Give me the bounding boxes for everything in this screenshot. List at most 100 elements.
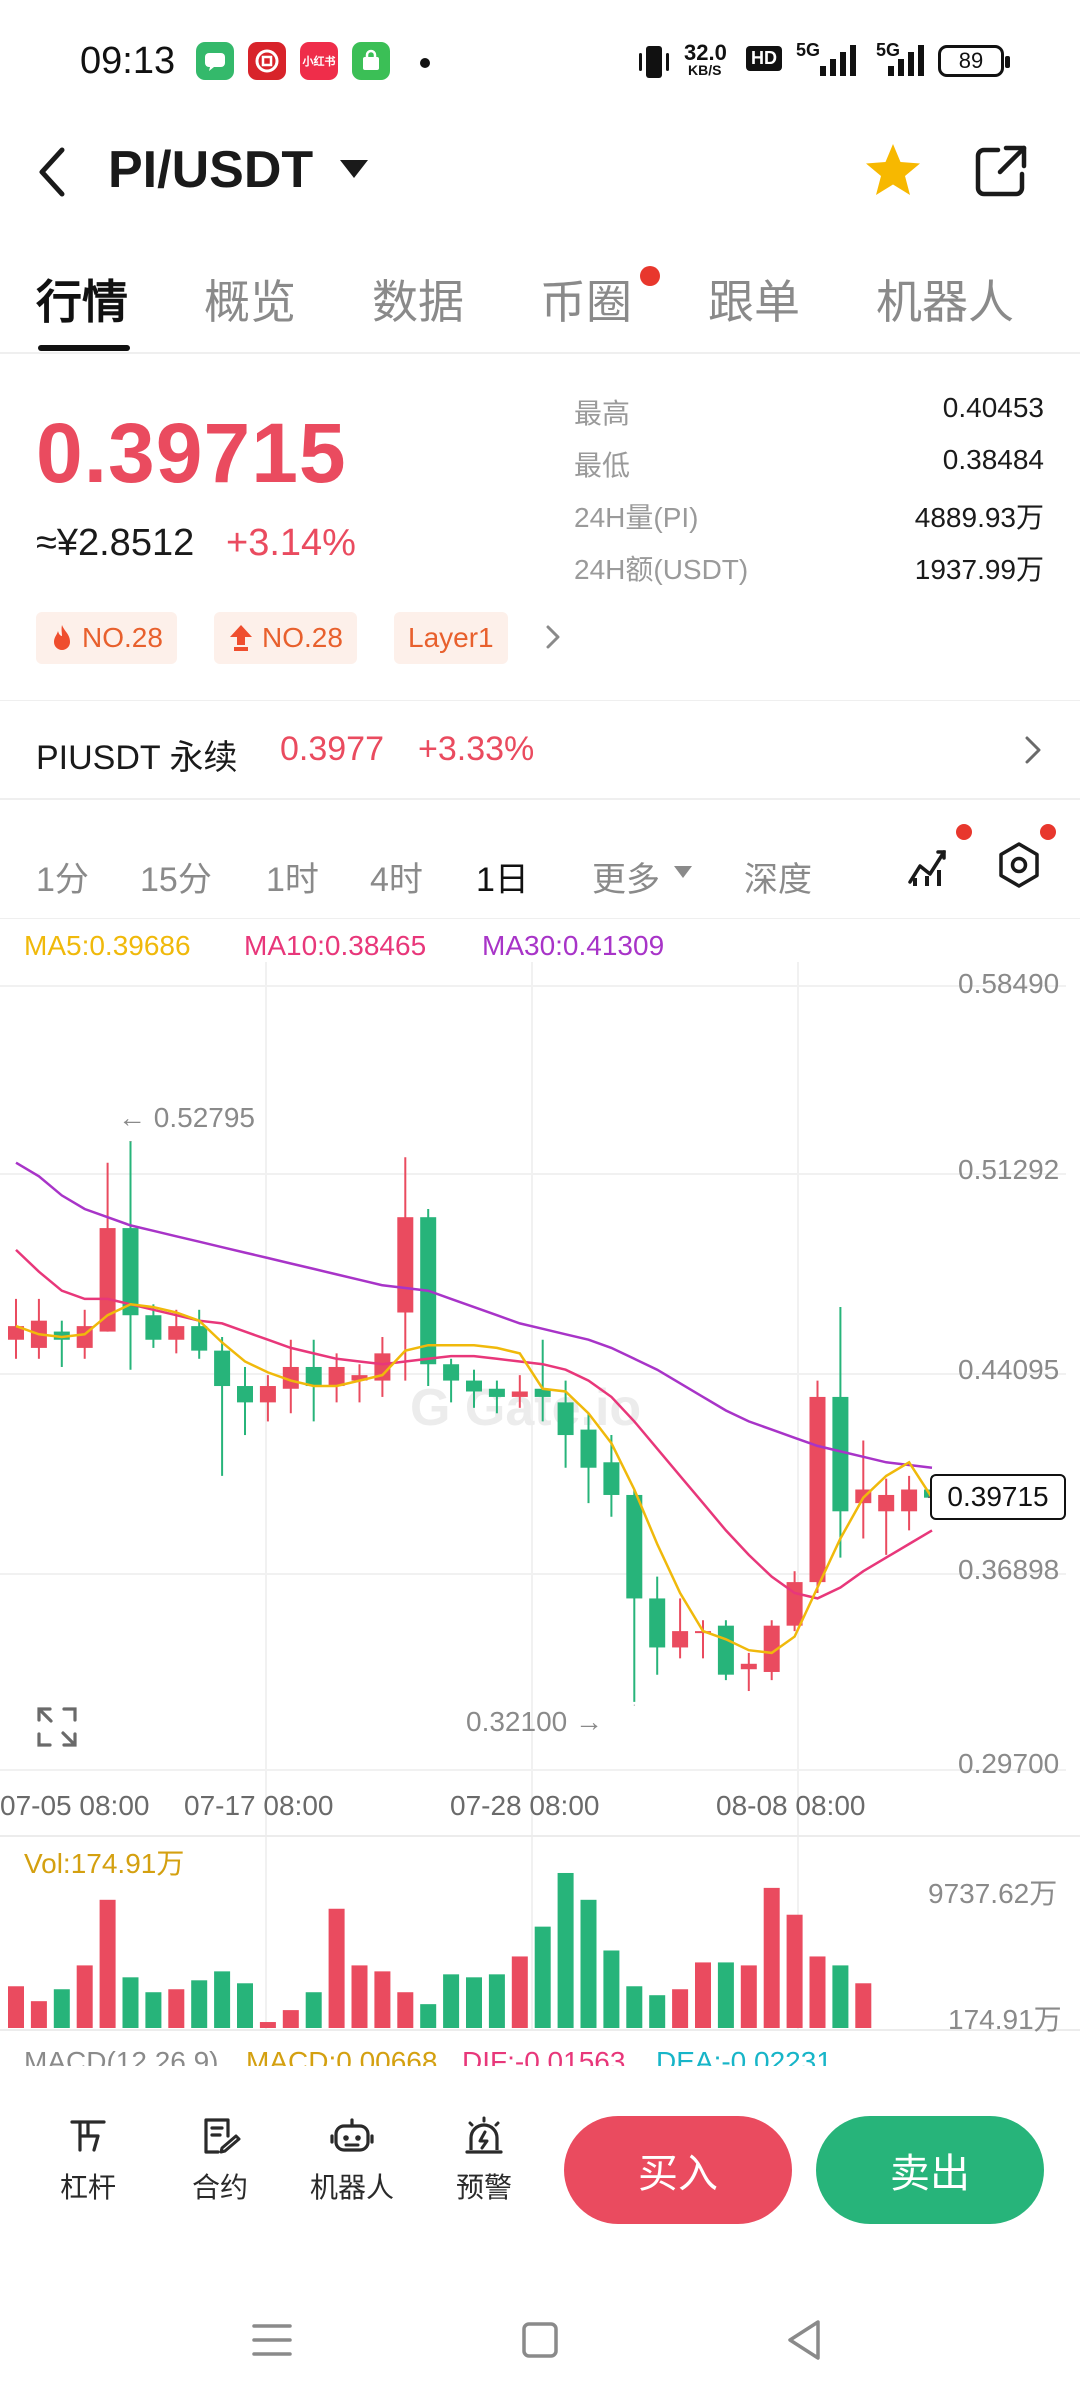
net-speed: 32.0 <box>684 40 727 65</box>
tab-bots[interactable]: 机器人 <box>876 276 1014 328</box>
alert-label: 预警 <box>455 2172 512 2203</box>
ma10-line <box>15 1248 933 1600</box>
leverage-button[interactable]: 杠杆 <box>38 2114 138 2206</box>
volume-bar <box>397 1992 414 2028</box>
watermark-logo: G Gate.io <box>410 1379 641 1437</box>
indicator-badge <box>956 824 972 840</box>
buy-button[interactable]: 买入 <box>564 2116 792 2224</box>
candle-body <box>740 1663 757 1670</box>
candle-body <box>191 1326 208 1351</box>
kline-chart[interactable]: G Gate.io <box>0 962 1080 2062</box>
pair-dropdown-caret-icon[interactable] <box>340 160 368 178</box>
y-tick-2: 0.51292 <box>958 1154 1060 1185</box>
notification-dot <box>420 58 430 68</box>
status-time: 09:13 <box>80 40 176 82</box>
y-tick-5: 0.29700 <box>958 1748 1060 1779</box>
nav-menu-icon[interactable] <box>242 2310 302 2370</box>
perpetual-chevron-icon[interactable] <box>1022 732 1044 768</box>
bot-button[interactable]: 机器人 <box>302 2114 402 2206</box>
volume-bar <box>145 1992 162 2028</box>
perpetual-name[interactable]: PIUSDT 永续 <box>36 739 238 777</box>
candle-body <box>8 1326 24 1340</box>
interval-more-caret-icon[interactable] <box>674 866 692 878</box>
perpetual-price: 0.3977 <box>280 730 384 768</box>
hd-badge: HD <box>746 46 782 71</box>
stat-volume-value: 4889.93万 <box>914 502 1044 533</box>
robot-icon <box>330 2118 374 2152</box>
depth-tab[interactable]: 深度 <box>744 861 812 899</box>
candle-body <box>53 1331 70 1340</box>
volume-bar <box>168 1989 185 2028</box>
settings-hexagon-icon[interactable] <box>994 840 1044 890</box>
perp-divider <box>0 798 1080 800</box>
contract-button[interactable]: 合约 <box>170 2114 270 2206</box>
back-arrow-icon[interactable] <box>32 142 72 202</box>
gainer-rank-label: NO.28 <box>262 622 343 653</box>
candle-body <box>603 1462 620 1495</box>
favorite-star-icon[interactable] <box>862 140 924 202</box>
hot-rank-label: NO.28 <box>82 622 163 653</box>
tab-community[interactable]: 币圈 <box>540 276 632 328</box>
volume-bar <box>30 2001 47 2028</box>
volume-bar <box>282 2010 299 2028</box>
volume-bar <box>237 1983 253 2028</box>
tab-copy-trade[interactable]: 跟单 <box>708 276 800 328</box>
candle-body <box>351 1375 368 1381</box>
candle-body <box>397 1217 414 1313</box>
leverage-icon <box>70 2120 106 2152</box>
fullscreen-expand-icon[interactable] <box>36 1706 78 1748</box>
interval-4h[interactable]: 4时 <box>370 861 423 899</box>
tab-active-indicator <box>38 345 130 351</box>
nav-home-icon[interactable] <box>510 2310 570 2370</box>
interval-15m[interactable]: 15分 <box>140 861 212 899</box>
stat-high-label: 最高 <box>574 398 631 429</box>
volume-bar <box>328 1908 345 2028</box>
signal-2-icon <box>888 45 924 76</box>
volume-bar <box>855 1983 872 2028</box>
sell-button[interactable]: 卖出 <box>816 2116 1044 2224</box>
contract-label: 合约 <box>191 2172 248 2203</box>
interval-more[interactable]: 更多 <box>592 861 660 899</box>
interval-1d[interactable]: 1日 <box>476 861 529 899</box>
candle-body <box>626 1494 643 1599</box>
leverage-label: 杠杆 <box>59 2172 116 2203</box>
volume-bar <box>580 1899 597 2028</box>
nav-back-icon[interactable] <box>776 2310 836 2370</box>
candle-body <box>511 1391 528 1397</box>
hot-rank-tag[interactable]: NO.28 <box>36 612 177 664</box>
volume-bar <box>420 2004 437 2028</box>
candle-body <box>649 1598 666 1648</box>
x-tick-3: 07-28 08:00 <box>450 1790 600 1821</box>
volume-bar <box>259 2022 276 2028</box>
share-icon[interactable] <box>972 142 1030 200</box>
gainer-rank-tag[interactable]: NO.28 <box>214 612 357 664</box>
candle-body <box>214 1350 231 1387</box>
candle-body <box>145 1315 162 1340</box>
tab-overview[interactable]: 概览 <box>204 276 296 328</box>
status-bar: 09:13 小红书 32.0 KB/S HD 5G 5G 89 <box>0 0 1080 120</box>
indicator-chart-icon[interactable] <box>904 840 954 890</box>
layer1-tag[interactable]: Layer1 <box>394 612 508 664</box>
candle-body <box>763 1625 780 1672</box>
rise-arrow-icon <box>230 625 252 651</box>
volume-bar <box>649 1995 666 2028</box>
tags-more-chevron-icon[interactable] <box>540 622 566 652</box>
current-price-label: 0.39715 <box>930 1474 1066 1520</box>
pair-title[interactable]: PI/USDT <box>108 141 314 199</box>
alert-button[interactable]: 预警 <box>434 2114 534 2206</box>
interval-1h[interactable]: 1时 <box>266 861 319 899</box>
candle-body <box>443 1364 460 1381</box>
volume-bar <box>786 1914 803 2028</box>
candle-body <box>305 1366 322 1387</box>
volume-bar <box>488 1974 505 2028</box>
tab-data[interactable]: 数据 <box>372 276 464 328</box>
y-tick-3: 0.44095 <box>958 1354 1060 1385</box>
tab-community-badge <box>640 266 660 286</box>
chat-app-icon <box>196 42 234 80</box>
volume-axis-top: 9737.62万 <box>928 1878 1058 1909</box>
x-tick-4: 08-08 08:00 <box>716 1790 866 1821</box>
ma30-label: MA30:0.41309 <box>482 930 665 961</box>
tab-market[interactable]: 行情 <box>36 276 128 328</box>
stat-high-value: 0.40453 <box>942 392 1044 423</box>
interval-1m[interactable]: 1分 <box>36 861 89 899</box>
